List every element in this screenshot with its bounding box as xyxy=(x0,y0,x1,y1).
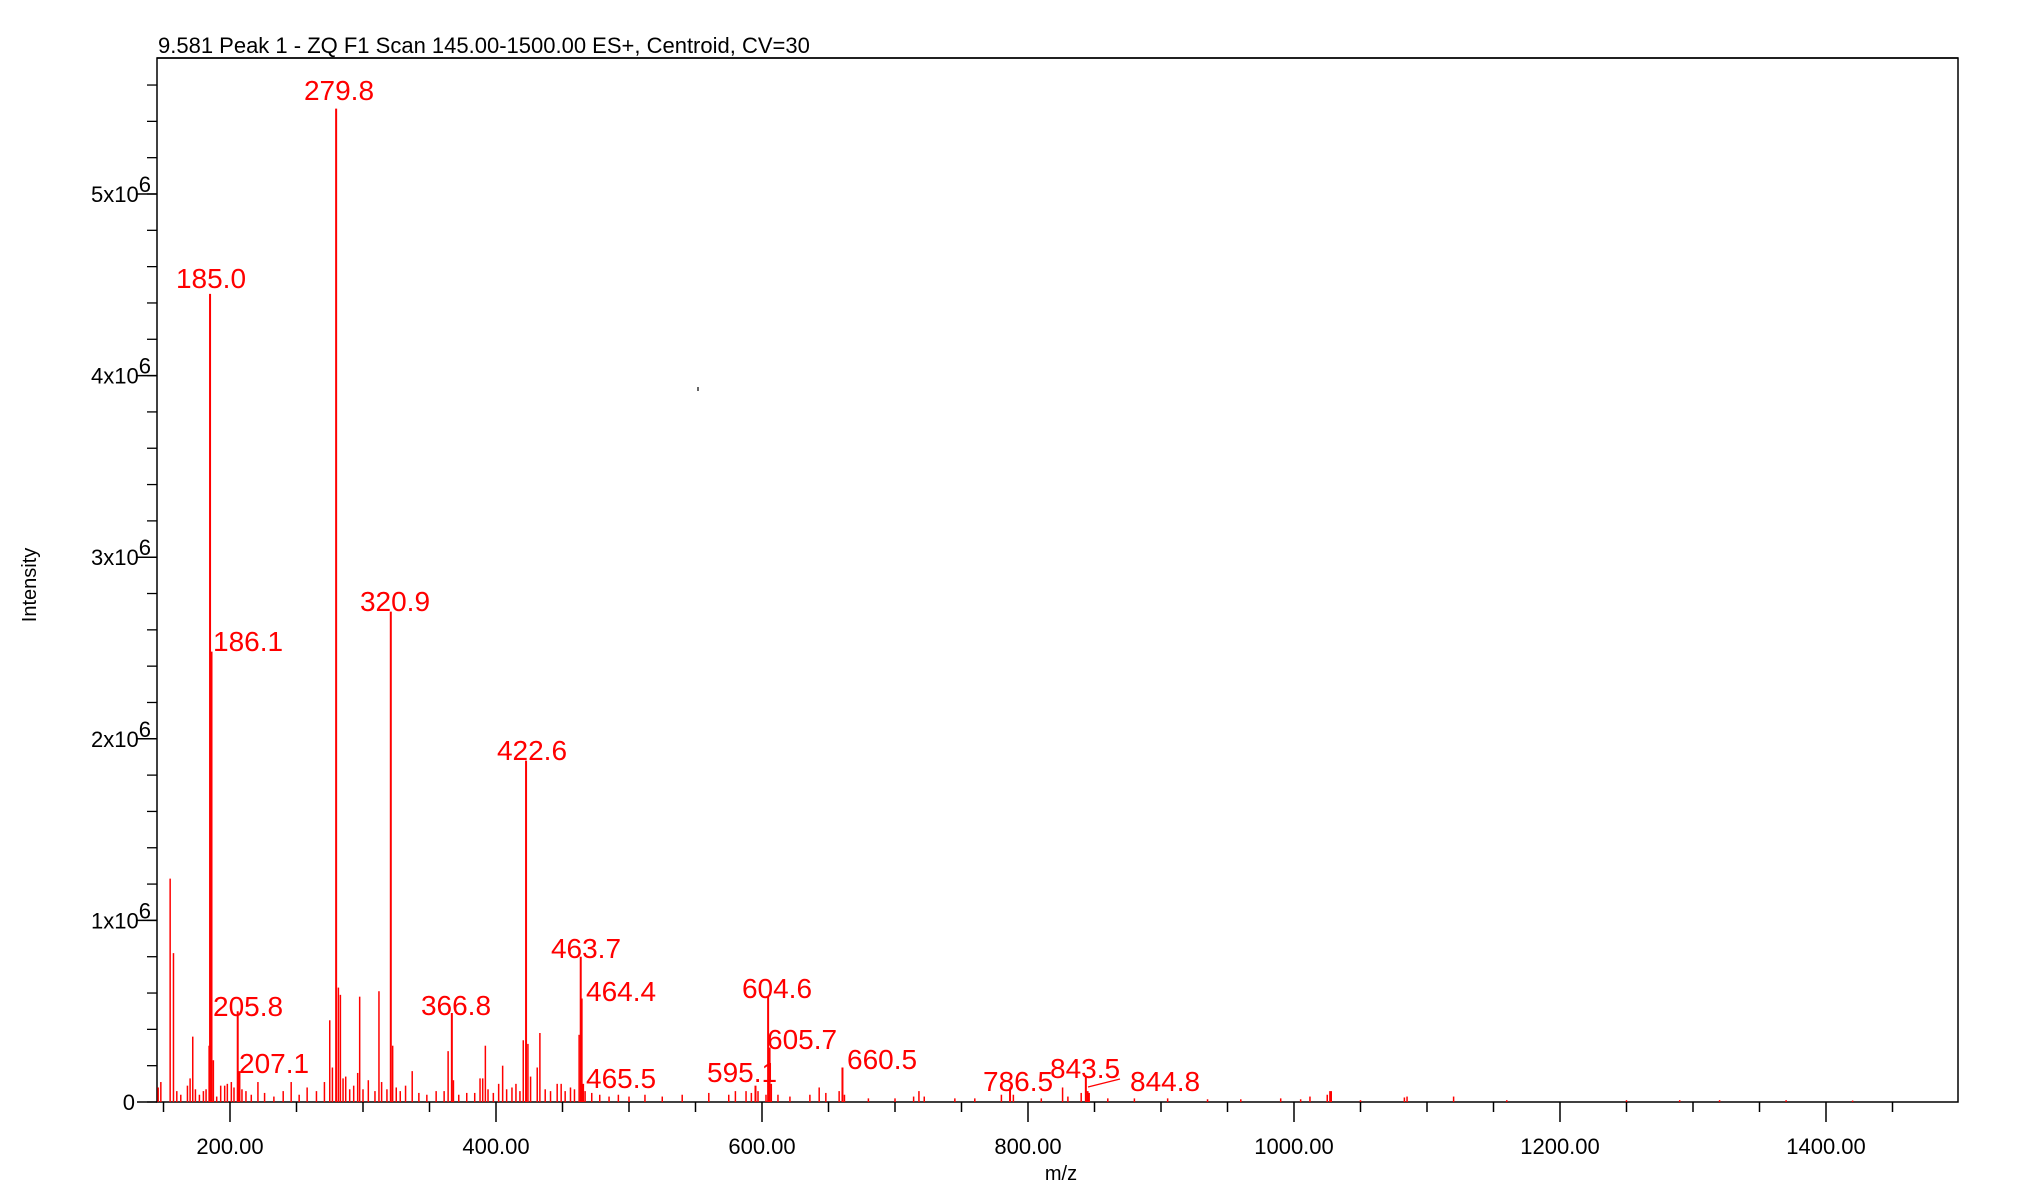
peak-label: 186.1 xyxy=(213,626,283,657)
y-axis: 0 1x106 2x106 3x106 4x106 5x106 xyxy=(91,84,157,1115)
x-tick-label: 600.00 xyxy=(728,1134,795,1159)
peak-label: 185.0 xyxy=(176,263,246,294)
peak-label: 320.9 xyxy=(360,586,430,617)
x-tick-label: 1000.00 xyxy=(1254,1134,1334,1159)
x-tick-label: 400.00 xyxy=(462,1134,529,1159)
peak-label: 844.8 xyxy=(1130,1066,1200,1097)
peak-label: 660.5 xyxy=(847,1044,917,1075)
peak-label: 463.7 xyxy=(551,933,621,964)
peak-label: 595.1 xyxy=(707,1057,777,1088)
y-tick-label: 1x106 xyxy=(91,898,151,933)
peak-label: 465.5 xyxy=(586,1063,656,1094)
x-tick-label: 800.00 xyxy=(994,1134,1061,1159)
spectrum-peaks xyxy=(157,108,1854,1102)
plot-frame xyxy=(156,57,1959,1103)
peak-label: 205.8 xyxy=(213,991,283,1022)
y-tick-label: 0 xyxy=(123,1090,135,1115)
peak-label: 786.5 xyxy=(983,1066,1053,1097)
chart-title: 9.581 Peak 1 - ZQ F1 Scan 145.00-1500.00… xyxy=(158,33,810,58)
peak-label: 464.4 xyxy=(586,976,656,1007)
peak-label: 422.6 xyxy=(497,735,567,766)
y-tick-label: 4x106 xyxy=(91,354,151,389)
x-axis: 200.00 400.00 600.00 800.00 1000.00 1200.00 14… xyxy=(162,1102,1894,1159)
peak-label: 604.6 xyxy=(742,973,812,1004)
y-tick-label: 3x106 xyxy=(91,535,151,570)
peak-label: 279.8 xyxy=(304,75,374,106)
y-tick-label: 5x106 xyxy=(91,172,151,207)
peak-label: 207.1 xyxy=(239,1048,309,1079)
y-axis-label: Intensity xyxy=(19,548,41,622)
x-tick-label: 200.00 xyxy=(196,1134,263,1159)
peak-labels: 279.8 185.0 320.9 186.1 422.6 463.7 464.4 604.6… xyxy=(176,75,1200,1097)
leader-line xyxy=(1087,1078,1121,1088)
x-tick-label: 1200.00 xyxy=(1520,1134,1600,1159)
x-tick-label: 1400.00 xyxy=(1786,1134,1866,1159)
y-tick-label: 2x106 xyxy=(91,717,151,752)
peak-label: 605.7 xyxy=(767,1024,837,1055)
peak-label: 366.8 xyxy=(421,990,491,1021)
x-axis-label: m/z xyxy=(1045,1163,1077,1185)
peak-label: 843.5 xyxy=(1050,1053,1120,1084)
